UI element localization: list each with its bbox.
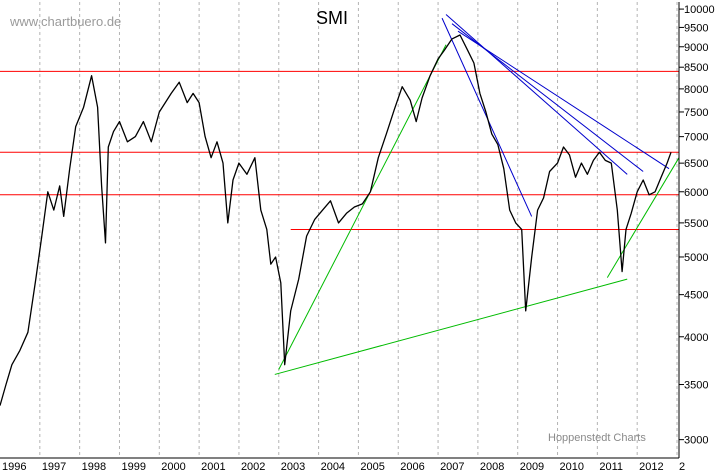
y-tick-label: 9000 <box>684 42 708 54</box>
y-tick-label: 10000 <box>684 4 715 16</box>
series-line-smi <box>0 34 672 406</box>
x-tick-label: 2011 <box>599 461 623 472</box>
x-tick-label: 2 <box>679 461 685 472</box>
source-label: Hoppenstedt Charts <box>548 432 646 444</box>
axes <box>0 2 680 459</box>
y-tick-label: 7500 <box>684 107 708 119</box>
x-tick-label: 2004 <box>321 461 345 472</box>
y-tick-label: 5500 <box>684 218 708 230</box>
x-tick-label: 1997 <box>42 461 66 472</box>
y-tick-label: 6000 <box>684 187 708 199</box>
x-tick-label: 1999 <box>121 461 145 472</box>
y-tick-label: 5000 <box>684 252 708 264</box>
green-trend-2003-2007 <box>278 44 447 370</box>
y-tick-label: 9500 <box>684 22 708 34</box>
x-tick-label: 2003 <box>281 461 305 472</box>
y-tick-label: 3500 <box>684 380 708 392</box>
x-tick-label: 2001 <box>201 461 225 472</box>
vertical-gridlines <box>39 2 678 458</box>
y-tick-label: 8000 <box>684 84 708 96</box>
price-series <box>0 34 672 406</box>
x-tick-label: 2000 <box>161 461 185 472</box>
trend-lines <box>274 14 680 375</box>
x-axis-ticks: 1996 1997 1998 1999 2000 2001 2002 2003 2004 2005… <box>2 461 685 472</box>
x-tick-label: 2012 <box>639 461 663 472</box>
x-tick-label: 2002 <box>241 461 265 472</box>
x-tick-label: 2009 <box>520 461 544 472</box>
green-trend-2011 <box>606 157 680 278</box>
y-tick-label: 8500 <box>684 62 708 74</box>
green-trend-long <box>274 278 628 375</box>
y-tick-label: 4000 <box>684 332 708 344</box>
y-tick-label: 4500 <box>684 290 708 302</box>
resistance-lines <box>0 70 679 230</box>
y-tick-label: 3000 <box>684 435 708 447</box>
chart-title: SMI <box>316 8 349 28</box>
x-tick-label: 1998 <box>82 461 106 472</box>
blue-trend-4 <box>457 30 670 170</box>
x-tick-label: 2005 <box>360 461 384 472</box>
x-tick-label: 1996 <box>2 461 26 472</box>
y-axis-ticks: 3000 3500 4000 4500 5000 5500 6000 6500 7000 7500… <box>679 4 715 447</box>
x-tick-label: 2010 <box>560 461 584 472</box>
x-tick-label: 2007 <box>440 461 464 472</box>
x-tick-label: 2008 <box>480 461 504 472</box>
y-tick-label: 6500 <box>684 158 708 170</box>
blue-trend-2 <box>445 14 628 175</box>
watermark: www.chartbuero.de <box>10 14 122 29</box>
y-tick-label: 7000 <box>684 132 708 144</box>
x-tick-label: 2006 <box>400 461 424 472</box>
